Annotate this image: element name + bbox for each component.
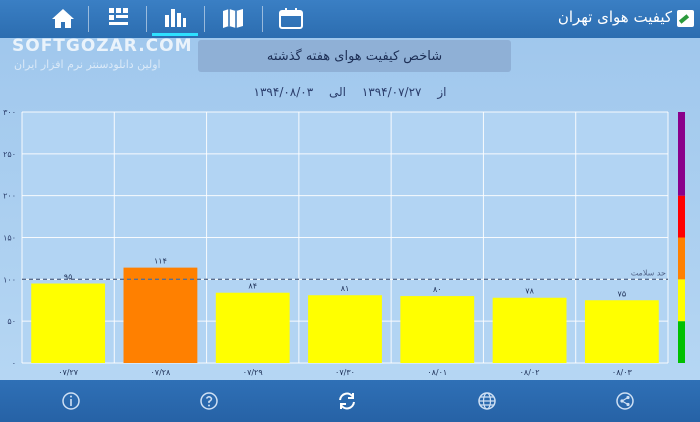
tab-separator bbox=[262, 6, 263, 32]
x-tick-label: ۰۷/۲۷ bbox=[58, 368, 79, 377]
info-icon bbox=[62, 392, 80, 410]
bar-value-label: ۱۱۴ bbox=[154, 257, 167, 266]
date-from-label: از bbox=[437, 85, 447, 99]
watermark-brand: SOFTGOZAR.COM bbox=[12, 36, 193, 56]
date-from: ۱۳۹۴/۰۷/۲۷ bbox=[361, 85, 422, 99]
x-tick-label: ۰۸/۰۳ bbox=[612, 368, 633, 377]
y-tick-label: ۵۰ bbox=[7, 317, 16, 326]
bar bbox=[492, 297, 567, 363]
y-tick-label: ۱۰۰ bbox=[3, 275, 16, 284]
tab-map[interactable] bbox=[210, 0, 256, 36]
tab-separator bbox=[204, 6, 205, 32]
globe-button[interactable] bbox=[476, 390, 498, 412]
y-tick-label: ۱۵۰ bbox=[3, 234, 16, 243]
x-tick-label: ۰۷/۳۰ bbox=[335, 368, 355, 377]
refresh-button[interactable] bbox=[336, 390, 358, 412]
map-icon bbox=[223, 9, 243, 28]
y-tick-label: ۳۰۰ bbox=[3, 108, 16, 117]
bar-value-label: ۷۵ bbox=[618, 289, 627, 298]
bar bbox=[215, 292, 290, 363]
tab-separator bbox=[88, 6, 89, 32]
tab-separator bbox=[146, 6, 147, 32]
chart-date-range: از ۱۳۹۴/۰۷/۲۷ الی ۱۳۹۴/۰۸/۰۳ bbox=[0, 85, 700, 99]
y-tick-label: ۰ bbox=[12, 359, 16, 368]
x-tick-label: ۰۸/۰۱ bbox=[427, 368, 447, 377]
ranking-icon bbox=[109, 8, 128, 25]
app-title: کیفیت هوای تهران bbox=[557, 8, 672, 26]
calendar-icon bbox=[279, 8, 303, 29]
share-icon bbox=[616, 392, 634, 410]
bar-value-label: ۹۵ bbox=[64, 273, 73, 282]
bar bbox=[31, 283, 106, 363]
top-toolbar: کیفیت هوای تهران bbox=[0, 0, 700, 38]
bottom-toolbar bbox=[0, 380, 700, 422]
y-tick-label: ۲۰۰ bbox=[3, 192, 16, 201]
chart-title: شاخص کیفیت هوای هفته گذشته bbox=[198, 40, 511, 72]
refresh-icon bbox=[339, 392, 355, 410]
date-to: ۱۳۹۴/۰۸/۰۳ bbox=[253, 85, 314, 99]
bar-chart-icon bbox=[165, 8, 186, 27]
bar bbox=[308, 295, 382, 363]
aqi-bar-chart: ۰ ۵۰ ۱۰۰ ۱۵۰ ۲۰۰ ۲۵۰ ۳۰۰ ۹۵ ۰۷/۲۷ ۱۱۴ ۰۷/۲۸ ۸۴ ۰۷/۲۹… bbox=[3, 108, 685, 377]
bar bbox=[400, 296, 475, 363]
aqi-scale-band bbox=[678, 195, 685, 238]
aqi-scale-band bbox=[678, 112, 685, 196]
y-tick-label: ۲۵۰ bbox=[3, 150, 16, 159]
bar-value-label: ۸۱ bbox=[341, 284, 350, 293]
x-tick-label: ۰۷/۲۹ bbox=[243, 368, 263, 377]
bar bbox=[584, 300, 659, 363]
globe-icon bbox=[478, 392, 496, 410]
tab-home[interactable] bbox=[40, 0, 86, 36]
tab-ranking[interactable] bbox=[96, 0, 142, 36]
x-tick-label: ۰۸/۰۲ bbox=[520, 368, 540, 377]
date-to-label: الی bbox=[329, 85, 347, 99]
help-icon bbox=[200, 392, 218, 410]
threshold-label: حد سلامت bbox=[631, 268, 666, 277]
x-tick-label: ۰۷/۲۸ bbox=[150, 368, 171, 377]
info-button[interactable] bbox=[60, 390, 82, 412]
aqi-scale-band bbox=[678, 321, 685, 363]
home-icon bbox=[52, 9, 74, 28]
help-button[interactable] bbox=[198, 390, 220, 412]
tab-chart[interactable] bbox=[152, 0, 198, 36]
tab-calendar[interactable] bbox=[268, 0, 314, 36]
bar-value-label: ۸۰ bbox=[433, 285, 442, 294]
app-logo-icon bbox=[677, 10, 694, 27]
aqi-scale-band bbox=[678, 237, 685, 280]
bar-value-label: ۸۴ bbox=[248, 282, 257, 291]
bar bbox=[123, 267, 198, 363]
aqi-scale-band bbox=[678, 279, 685, 322]
share-button[interactable] bbox=[614, 390, 636, 412]
watermark-tagline: اولین دانلودسنتر نرم افزار ایران bbox=[14, 58, 161, 71]
bar-value-label: ۷۸ bbox=[525, 287, 534, 296]
